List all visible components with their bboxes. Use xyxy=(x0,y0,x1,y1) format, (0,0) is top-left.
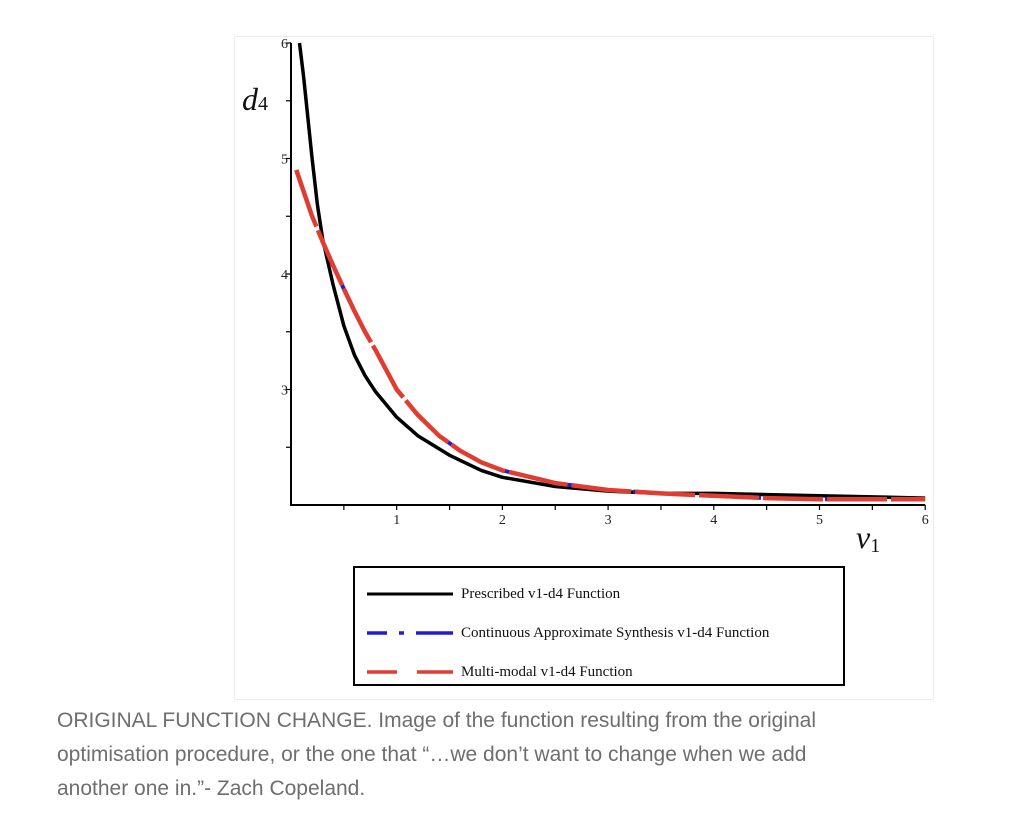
legend: Prescribed v1-d4 Function Continuous App… xyxy=(353,566,845,686)
legend-item-prescribed: Prescribed v1-d4 Function xyxy=(365,584,620,604)
y-axis-title: d4 xyxy=(242,81,268,117)
x-tick-label: 1 xyxy=(393,513,400,528)
x-tick-label: 6 xyxy=(922,513,929,528)
caption-line: another one in.”- Zach Copeland. xyxy=(57,777,366,800)
legend-swatch-dashed xyxy=(367,670,453,674)
y-tick-label: 5 xyxy=(281,153,288,168)
legend-swatch-solid xyxy=(367,592,453,596)
figure-frame xyxy=(234,36,934,700)
legend-item-continuous: Continuous Approximate Synthesis v1-d4 F… xyxy=(365,623,769,643)
legend-label: Prescribed v1-d4 Function xyxy=(461,585,621,602)
series-lines xyxy=(294,42,926,502)
legend-swatch-dash-dot xyxy=(367,631,453,635)
caption-line: optimisation procedure, or the one that … xyxy=(57,743,807,766)
y-axis-title-sub: 4 xyxy=(258,93,268,115)
y-tick-label: 3 xyxy=(281,384,288,399)
x-tick-label: 3 xyxy=(605,513,612,528)
axes xyxy=(286,42,926,510)
x-tick-label: 5 xyxy=(816,513,823,528)
legend-item-multimodal: Multi-modal v1-d4 Function xyxy=(365,662,633,682)
y-tick-label: 6 xyxy=(281,37,288,52)
caption-line: ORIGINAL FUNCTION CHANGE. Image of the f… xyxy=(57,709,816,732)
series-line-2 xyxy=(294,169,926,502)
series-line-1 xyxy=(294,169,926,502)
series-line-0 xyxy=(297,42,926,500)
x-axis-title: v1 xyxy=(856,519,880,557)
x-axis-title-main: v xyxy=(856,519,871,555)
legend-label: Multi-modal v1-d4 Function xyxy=(461,663,633,680)
figure-caption: ORIGINAL FUNCTION CHANGE. Image of the f… xyxy=(57,704,1017,806)
tick-labels: 1 2 3 4 5 6 3 4 5 6 xyxy=(281,37,929,528)
x-axis-title-sub: 1 xyxy=(870,535,880,557)
y-axis-title-main: d xyxy=(242,81,259,117)
x-tick-label: 4 xyxy=(710,513,717,528)
legend-label: Continuous Approximate Synthesis v1-d4 F… xyxy=(461,624,770,641)
x-tick-label: 2 xyxy=(499,513,506,528)
y-tick-label: 4 xyxy=(281,268,288,283)
